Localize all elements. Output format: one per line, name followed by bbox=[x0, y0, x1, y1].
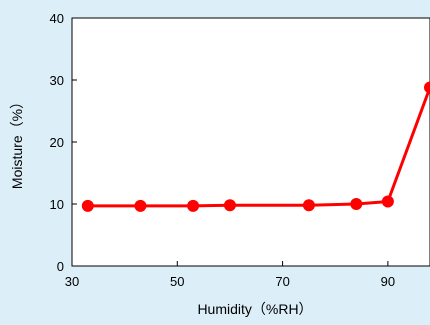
data-point bbox=[424, 81, 430, 94]
x-axis-label: Humidity（%RH） bbox=[197, 301, 312, 317]
data-point bbox=[187, 199, 200, 212]
y-tick-label: 40 bbox=[50, 11, 64, 26]
y-axis-label: Moisture（%） bbox=[9, 95, 25, 189]
y-tick-label: 10 bbox=[50, 197, 64, 212]
y-axis: 0 10 20 30 40 bbox=[50, 11, 77, 274]
data-point bbox=[223, 199, 236, 212]
data-point bbox=[134, 199, 147, 212]
y-tick-label: 30 bbox=[50, 73, 64, 88]
data-point bbox=[302, 199, 315, 212]
data-point bbox=[350, 198, 363, 210]
x-tick-label: 30 bbox=[65, 274, 79, 289]
x-tick-label: 50 bbox=[170, 274, 184, 289]
data-point bbox=[381, 195, 394, 208]
y-tick-label: 20 bbox=[50, 135, 64, 150]
x-tick-label: 90 bbox=[381, 274, 395, 289]
x-axis: 30 50 70 90 bbox=[65, 261, 395, 289]
x-tick-label: 70 bbox=[275, 274, 289, 289]
data-point bbox=[81, 199, 94, 212]
y-tick-label: 0 bbox=[57, 259, 64, 274]
series-layer bbox=[81, 81, 430, 212]
plot-area bbox=[71, 17, 430, 267]
